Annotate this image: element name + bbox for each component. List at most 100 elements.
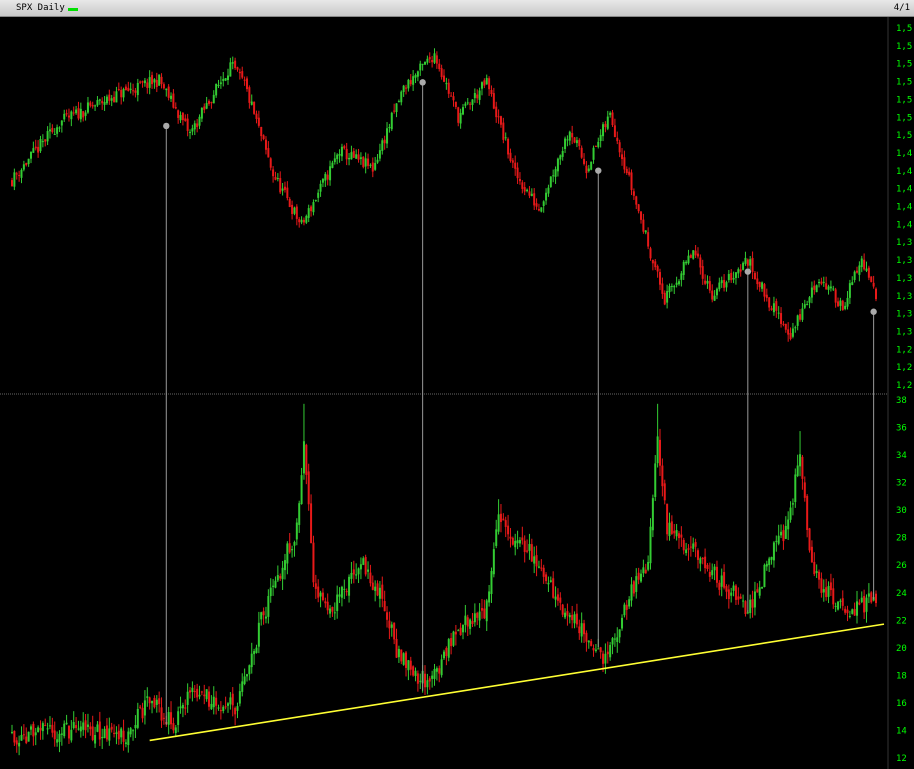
price-candle [727,273,730,281]
price-candle [621,154,624,160]
price-candle [571,133,574,138]
vix-candle [269,587,272,597]
vix-candle [834,605,837,607]
price-candle [613,125,616,138]
price-candle [742,262,745,270]
vix-candle [727,589,730,600]
price-candle [772,303,775,313]
price-candle [329,166,332,181]
vix-candle [585,632,588,642]
price-axis-tick-label: 1,4 [896,149,912,159]
price-candle [561,150,564,157]
price-candle [699,257,702,268]
vix-candle [590,641,593,646]
vix-candle [105,725,108,740]
vix-candle [611,638,614,645]
vix-candle [530,544,533,562]
price-candle [552,175,555,177]
price-candle [473,93,476,99]
vix-candle [744,601,747,615]
price-candle [511,160,514,163]
price-candle [153,79,156,83]
vix-candle [215,697,218,706]
price-candle [454,101,457,108]
price-candle [485,78,488,85]
vix-candle [72,722,75,729]
price-candle [231,62,234,64]
vix-candle [319,592,322,597]
vix-candle [564,612,567,618]
price-candle [22,164,25,170]
vix-candle [110,726,113,730]
vix-candle [305,444,308,475]
price-candle [383,139,386,144]
vix-candle [670,521,673,534]
price-candle [426,58,429,63]
vix-candle [616,637,619,643]
vix-candle [253,651,256,655]
price-candle [82,111,85,118]
price-candle [637,204,640,212]
vix-axis-tick-label: 36 [896,424,907,434]
vix-candle [720,575,723,587]
vix-candle [815,571,818,573]
price-axis-tick-label: 1,4 [896,167,912,177]
vix-candle [718,582,721,590]
vix-candle [435,668,438,672]
vix-candle [822,589,825,593]
price-candle [801,308,804,320]
price-candle [768,297,771,308]
price-candle [625,168,628,174]
price-candle [212,94,215,104]
vix-candle [618,629,621,638]
price-candle [139,81,142,83]
vix-candle [846,609,849,614]
price-candle [48,129,51,132]
price-candle [535,203,538,207]
price-candle [573,137,576,143]
vix-candle [117,730,120,740]
price-candle [143,80,146,84]
price-candle [376,159,379,163]
price-candle [763,284,766,297]
vix-candle [193,691,196,693]
price-candle [844,305,847,309]
price-candle [300,219,303,223]
vix-candle [312,542,315,583]
price-candle [338,153,341,156]
vix-candle [148,697,151,704]
price-candle [317,192,320,198]
price-candle [103,102,106,105]
vix-candle [48,725,51,727]
price-candle [132,90,135,92]
vix-candle [113,732,116,734]
price-candle [236,67,239,70]
vix-candle [134,724,137,729]
vix-candle [364,557,367,575]
vix-candle [772,542,775,561]
vix-candle [651,498,654,531]
price-candle [158,74,161,86]
vix-candle [79,726,82,732]
price-candle [594,145,597,147]
vix-candle [566,611,569,616]
price-candle [343,146,346,149]
price-candle [193,123,196,130]
vix-candle [177,711,180,725]
vix-candle [523,540,526,552]
vix-candle [272,585,275,587]
vix-candle [848,616,851,618]
vix-candle [573,614,576,624]
vix-candle [461,624,464,633]
price-candle [587,168,590,172]
price-candle [41,141,44,143]
vix-candle [502,518,505,521]
vix-candle [837,601,840,610]
price-candle [357,154,360,160]
vix-candle [34,732,37,736]
marker-dot [870,308,877,315]
price-candle [331,162,334,168]
price-candle [428,57,431,60]
price-candle [421,63,424,65]
price-axis-tick-label: 1,5 [896,95,912,105]
